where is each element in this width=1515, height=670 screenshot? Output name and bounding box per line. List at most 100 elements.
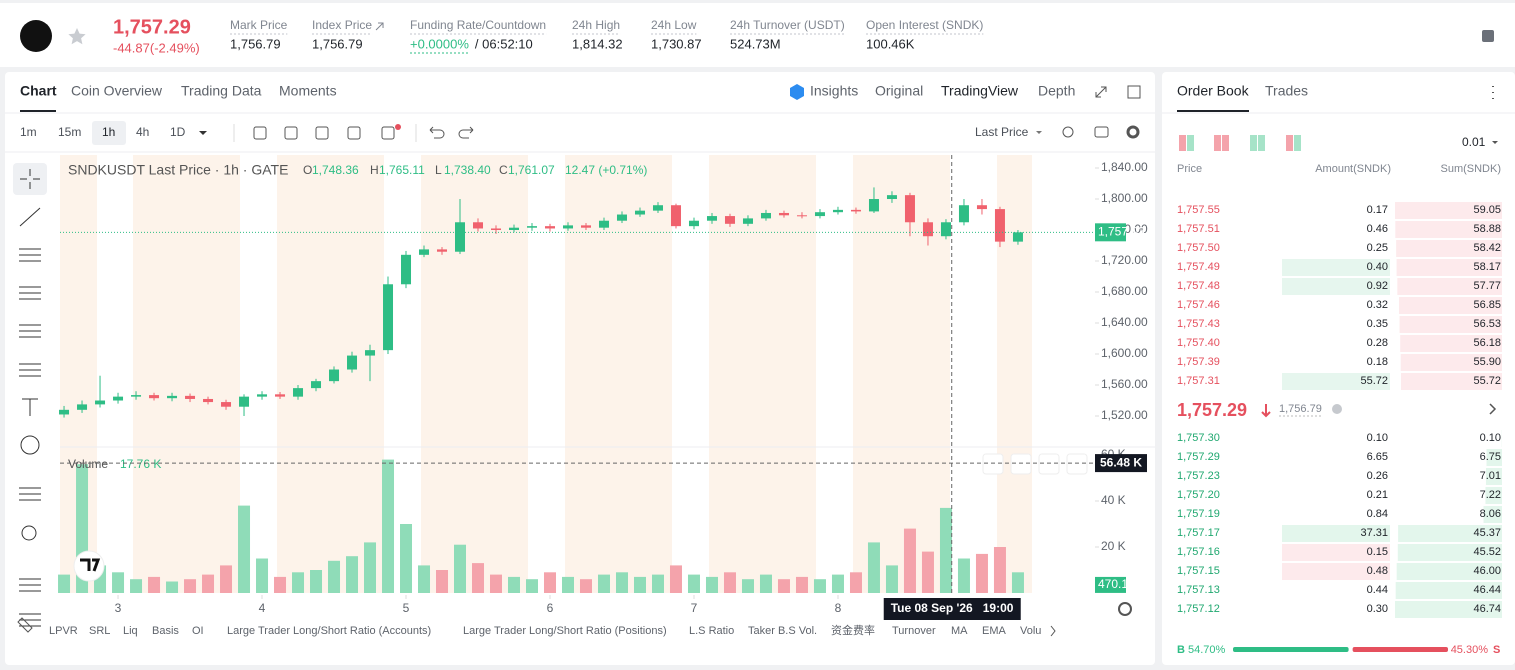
ob-price[interactable]: 1,757.12 [1177, 603, 1220, 615]
candle-body [77, 404, 88, 410]
ob-amount-highlight [1282, 563, 1390, 580]
ob-price[interactable]: 1,757.55 [1177, 204, 1220, 216]
indicator[interactable]: L.S Ratio [689, 625, 734, 637]
ob-price[interactable]: 1,757.39 [1177, 356, 1220, 368]
camera-icon[interactable] [1094, 126, 1109, 138]
ob-price[interactable]: 1,757.29 [1177, 451, 1220, 463]
crosshair-tool[interactable] [20, 169, 40, 189]
interval[interactable]: 4h [136, 125, 149, 139]
search-icon[interactable] [1062, 126, 1074, 138]
chart-tab[interactable]: Coin Overview [71, 83, 163, 99]
ob-price[interactable]: 1,757.49 [1177, 261, 1220, 273]
ob-price[interactable]: 1,757.40 [1177, 337, 1220, 349]
chart-tab[interactable]: Moments [279, 83, 337, 99]
chart-tab[interactable]: Chart [20, 83, 57, 99]
indicator[interactable]: MA [951, 625, 968, 637]
view-tab[interactable]: Depth [1038, 83, 1075, 99]
indicator[interactable]: 资金费率 [831, 623, 875, 637]
price-source[interactable]: Last Price [975, 125, 1029, 139]
interval[interactable]: 1D [170, 125, 186, 139]
emoji-tool[interactable] [20, 435, 40, 455]
stat-label: 24h Low [651, 18, 697, 32]
window-icon[interactable] [1127, 85, 1141, 99]
drawing-tool[interactable] [19, 363, 41, 377]
redo-icon[interactable] [458, 126, 474, 139]
tool-icon[interactable] [347, 126, 361, 140]
ob-tab[interactable]: Trades [1265, 83, 1308, 99]
ob-price[interactable]: 1,757.13 [1177, 584, 1220, 596]
ob-price[interactable]: 1,757.20 [1177, 489, 1220, 501]
indicator[interactable]: OI [192, 625, 204, 637]
ob-price[interactable]: 1,757.46 [1177, 299, 1220, 311]
tool-icon[interactable] [381, 126, 395, 140]
pane-button[interactable] [1066, 453, 1088, 475]
ob-price[interactable]: 1,757.16 [1177, 546, 1220, 558]
view-tab[interactable]: Original [875, 83, 923, 99]
ob-layout-icon[interactable] [1187, 135, 1194, 151]
indicator[interactable]: Taker B.S Vol. [748, 625, 817, 637]
ob-price[interactable]: 1,757.48 [1177, 280, 1220, 292]
drawing-tool[interactable] [19, 248, 41, 262]
ob-precision[interactable]: 0.01 [1462, 135, 1486, 149]
favorite-star[interactable] [68, 28, 86, 45]
indicator[interactable]: SRL [89, 625, 110, 637]
drawing-tool[interactable] [19, 286, 41, 300]
ob-chevron[interactable] [1489, 403, 1497, 415]
view-tab[interactable]: TradingView [941, 83, 1019, 99]
indicator[interactable]: EMA [982, 625, 1007, 637]
indicator[interactable]: LPVR [49, 625, 78, 637]
chart-tab[interactable]: Trading Data [181, 83, 262, 99]
ob-layout-icon[interactable] [1258, 135, 1265, 151]
interval[interactable]: 1h [102, 125, 115, 139]
ob-layout-icon[interactable] [1179, 135, 1186, 151]
ob-price[interactable]: 1,757.17 [1177, 527, 1220, 539]
drawing-tool[interactable] [19, 487, 41, 501]
indicator[interactable]: Volu [1020, 625, 1041, 637]
drawing-tool[interactable] [19, 324, 41, 338]
tool-icon[interactable] [315, 126, 329, 140]
interval[interactable]: 1m [20, 125, 37, 139]
tool-icon[interactable] [253, 126, 267, 140]
ob-layout-icon[interactable] [1294, 135, 1301, 151]
indicator[interactable]: Large Trader Long/Short Ratio (Positions… [463, 625, 667, 637]
stat-label: Funding Rate/Countdown [410, 18, 546, 32]
ob-price[interactable]: 1,757.50 [1177, 242, 1220, 254]
ob-price[interactable]: 1,757.30 [1177, 432, 1220, 444]
volume-bar [795, 576, 808, 593]
ob-price[interactable]: 1,757.31 [1177, 375, 1220, 387]
settings-icon[interactable] [1126, 125, 1140, 139]
pane-button[interactable] [1010, 453, 1032, 475]
ob-price[interactable]: 1,757.23 [1177, 470, 1220, 482]
ob-tab[interactable]: Order Book [1177, 83, 1250, 99]
ob-layout-icon[interactable] [1214, 135, 1221, 151]
line-tool[interactable] [19, 207, 41, 227]
indicator-more[interactable] [1050, 625, 1056, 637]
candle-body [365, 350, 376, 356]
ob-layout-icon[interactable] [1286, 135, 1293, 151]
view-tab[interactable]: Insights [810, 83, 858, 99]
drawing-tool[interactable] [19, 578, 41, 592]
ob-layout-icon[interactable] [1250, 135, 1257, 151]
pane-button[interactable] [1038, 453, 1060, 475]
ob-amount: 0.25 [1367, 242, 1388, 254]
ob-price[interactable]: 1,757.15 [1177, 565, 1220, 577]
indicator[interactable]: Basis [152, 625, 179, 637]
ob-layout-icon[interactable] [1222, 135, 1229, 151]
ob-price[interactable]: 1,757.43 [1177, 318, 1220, 330]
indicator[interactable]: Liq [123, 625, 138, 637]
indicator[interactable]: Large Trader Long/Short Ratio (Accounts) [227, 625, 431, 637]
undo-icon[interactable] [429, 126, 445, 139]
text-tool[interactable] [22, 398, 38, 416]
interval[interactable]: 15m [58, 125, 81, 139]
ob-price[interactable]: 1,757.19 [1177, 508, 1220, 520]
header-icon[interactable] [1482, 30, 1494, 42]
zoom-tool[interactable] [21, 525, 37, 541]
interval-caret[interactable] [199, 131, 207, 135]
ob-amount: 55.72 [1360, 375, 1388, 387]
expand-icon[interactable] [1095, 86, 1107, 98]
indicator[interactable]: Turnover [892, 625, 936, 637]
ob-price[interactable]: 1,757.51 [1177, 223, 1220, 235]
pane-button[interactable] [982, 453, 1004, 475]
scale-settings[interactable] [1118, 602, 1132, 616]
tool-icon[interactable] [284, 126, 298, 140]
